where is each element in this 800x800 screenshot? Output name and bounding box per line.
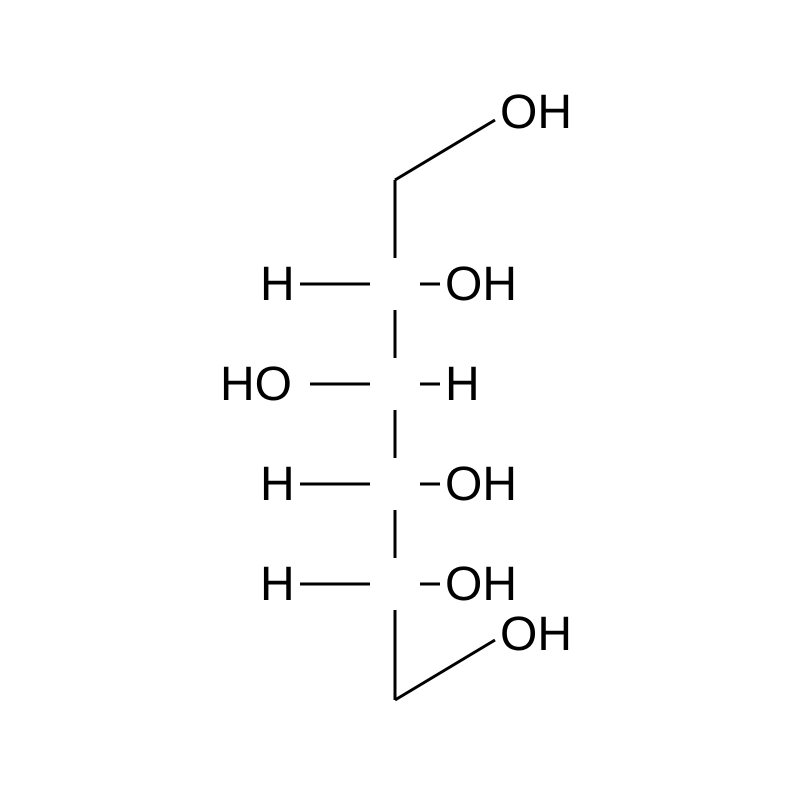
label-c5-left: H: [260, 558, 295, 611]
bond-c6-oh: [395, 640, 495, 700]
label-c4-left: H: [260, 458, 295, 511]
fischer-projection: OH H OH HO H H OH H OH OH: [0, 0, 800, 800]
label-oh-bottom: OH: [500, 608, 572, 661]
label-c4-right: OH: [445, 458, 517, 511]
label-c2-right: OH: [445, 258, 517, 311]
label-oh-top: OH: [500, 86, 572, 139]
label-c5-right: OH: [445, 558, 517, 611]
bond-c1-oh: [395, 120, 495, 180]
label-c3-right: H: [445, 358, 480, 411]
label-c2-left: H: [260, 258, 295, 311]
label-c3-left: HO: [220, 358, 292, 411]
